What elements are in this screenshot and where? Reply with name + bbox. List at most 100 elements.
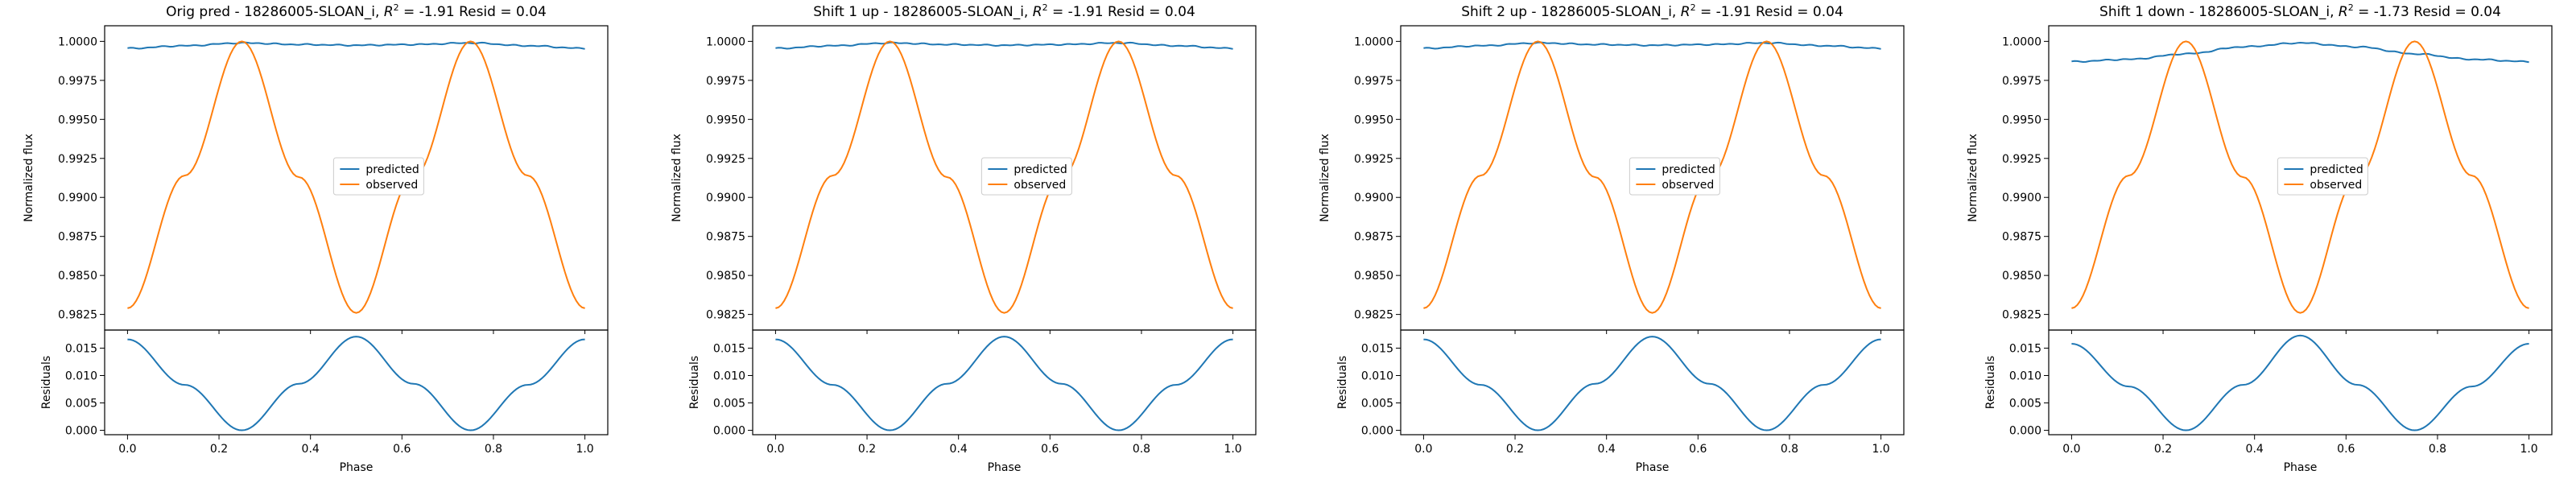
residual-x-tick-label: 0.6 (1689, 443, 1707, 456)
legend-box (980, 157, 1072, 196)
y-tick-label: 0.9850 (2002, 270, 2041, 283)
residual-x-tick-label: 1.0 (576, 443, 593, 456)
residual-x-tick-label: 0.4 (302, 443, 320, 456)
y-tick-label: 0.9950 (58, 114, 97, 126)
subplot-title: Shift 1 up - 18286005-SLOAN_i, R2 = -1.9… (813, 2, 1195, 20)
residual-x-tick-label: 0.2 (210, 443, 228, 456)
residual-x-tick-label: 1.0 (1224, 443, 1241, 456)
y-tick-label: 0.9975 (58, 75, 97, 88)
title-r2-sup: 2 (1042, 2, 1048, 13)
y-tick-label: 0.9900 (706, 192, 745, 204)
legend-label-predicted: predicted (1013, 163, 1067, 176)
x-axis-label: Phase (988, 461, 1022, 474)
residual-axes-frame (1400, 329, 1905, 436)
residual-y-axis-label: Residuals (1336, 356, 1349, 409)
title-prefix: Shift 1 up - 18286005-SLOAN_i, (813, 4, 1033, 20)
y-tick-label: 0.9825 (1354, 309, 1393, 322)
y-axis-label: Normalized flux (23, 134, 35, 222)
y-tick-label: 0.9925 (1354, 153, 1393, 166)
residual-x-tick-label: 0.2 (2154, 443, 2172, 456)
residual-x-tick-label: 0.8 (1133, 443, 1150, 456)
title-suffix: = -1.91 Resid = 0.04 (399, 4, 547, 20)
y-tick-label: 0.9850 (706, 270, 745, 283)
residual-x-tick-label: 0.0 (1414, 443, 1432, 456)
legend-box (1629, 157, 1720, 196)
residual-x-tick-label: 0.0 (766, 443, 784, 456)
subplot-2: Shift 1 up - 18286005-SLOAN_i, R2 = -1.9… (671, 2, 1257, 474)
legend-label-predicted: predicted (365, 163, 419, 176)
y-tick-label: 0.9825 (58, 309, 97, 322)
y-tick-label: 0.9950 (2002, 114, 2041, 126)
y-tick-label: 0.9975 (2002, 75, 2041, 88)
y-tick-label: 0.9900 (58, 192, 97, 204)
y-tick-label: 0.9925 (58, 153, 97, 166)
y-tick-label: 0.9875 (706, 231, 745, 244)
residual-y-axis-label: Residuals (40, 356, 53, 409)
residual-y-tick-label: 0.005 (1361, 398, 1393, 411)
series-line-observed (2071, 40, 2529, 314)
residual-y-tick-label: 0.000 (713, 425, 745, 438)
residual-x-tick-label: 0.0 (2062, 443, 2080, 456)
y-axis-label: Normalized flux (671, 134, 683, 222)
y-tick-label: 0.9900 (1354, 192, 1393, 204)
legend-label-predicted: predicted (1662, 163, 1715, 176)
residual-y-axis-label: Residuals (1984, 356, 1997, 409)
legend-box (332, 157, 424, 196)
title-r2: R (384, 4, 394, 20)
residual-x-tick-label: 0.2 (858, 443, 876, 456)
y-tick-label: 1.0000 (58, 35, 97, 48)
legend-box (2277, 157, 2368, 196)
y-tick-label: 0.9850 (58, 270, 97, 283)
subplot-1: Orig pred - 18286005-SLOAN_i, R2 = -1.91… (23, 2, 609, 474)
y-tick-label: 0.9925 (2002, 153, 2041, 166)
subplot-3: Shift 2 up - 18286005-SLOAN_i, R2 = -1.9… (1319, 2, 1905, 474)
legend-label-observed: observed (2310, 179, 2362, 192)
residual-x-tick-label: 0.8 (2429, 443, 2446, 456)
subplot-title: Shift 2 up - 18286005-SLOAN_i, R2 = -1.9… (1461, 2, 1843, 20)
residual-axes-frame (104, 329, 609, 436)
legend-label-observed: observed (1013, 179, 1066, 192)
residual-x-tick-label: 1.0 (2520, 443, 2537, 456)
series-line-observed (1423, 40, 1881, 314)
y-axis-label: Normalized flux (1319, 134, 1331, 222)
residual-y-axis-label: Residuals (688, 356, 701, 409)
residual-x-tick-label: 0.0 (118, 443, 136, 456)
residual-x-tick-label: 0.8 (1781, 443, 1798, 456)
residual-x-tick-label: 0.4 (950, 443, 968, 456)
y-tick-label: 0.9925 (706, 153, 745, 166)
title-suffix: = -1.91 Resid = 0.04 (1048, 4, 1195, 20)
residual-line (127, 336, 585, 431)
series-line-predicted (127, 41, 585, 50)
residual-x-tick-label: 0.6 (2337, 443, 2355, 456)
residual-y-tick-label: 0.010 (1361, 369, 1393, 382)
title-r2: R (1033, 4, 1042, 20)
residual-line (775, 336, 1233, 431)
title-prefix: Shift 2 up - 18286005-SLOAN_i, (1461, 4, 1681, 20)
title-prefix: Orig pred - 18286005-SLOAN_i, (166, 4, 384, 20)
series-line-observed (127, 40, 585, 314)
title-r2-sup: 2 (1690, 2, 1696, 13)
title-r2-sup: 2 (394, 2, 399, 13)
title-r2: R (2339, 4, 2348, 20)
residual-x-tick-label: 0.6 (1041, 443, 1059, 456)
residual-y-tick-label: 0.015 (2009, 342, 2041, 355)
residual-y-tick-label: 0.000 (1361, 425, 1393, 438)
y-tick-label: 0.9975 (706, 75, 745, 88)
residual-x-tick-label: 0.6 (393, 443, 411, 456)
residual-y-tick-label: 0.015 (713, 342, 745, 355)
y-tick-label: 1.0000 (706, 35, 745, 48)
residual-x-tick-label: 0.8 (485, 443, 502, 456)
title-r2-sup: 2 (2348, 2, 2354, 13)
y-tick-label: 0.9825 (2002, 309, 2041, 322)
residual-y-tick-label: 0.015 (65, 342, 97, 355)
residual-y-tick-label: 0.010 (65, 369, 97, 382)
residual-axes-frame (752, 329, 1257, 436)
y-tick-label: 0.9875 (2002, 231, 2041, 244)
legend-label-observed: observed (365, 179, 418, 192)
series-line-observed (775, 40, 1233, 314)
residual-y-tick-label: 0.000 (2009, 425, 2041, 438)
y-tick-label: 0.9950 (706, 114, 745, 126)
y-tick-label: 0.9850 (1354, 270, 1393, 283)
residual-y-tick-label: 0.015 (1361, 342, 1393, 355)
residual-y-tick-label: 0.005 (2009, 398, 2041, 411)
